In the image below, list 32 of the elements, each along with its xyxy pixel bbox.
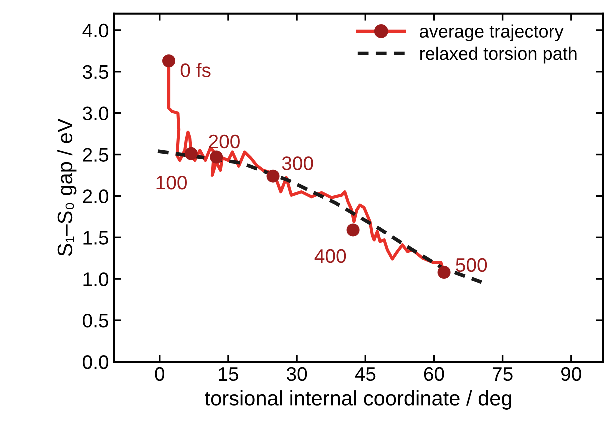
annotation: 100	[156, 176, 187, 190]
annotation: 300	[282, 156, 314, 170]
point	[266, 170, 280, 183]
y-tick-label: 4.0	[82, 24, 109, 38]
x-tick-label: 60	[424, 367, 444, 382]
annotation: 400	[314, 249, 346, 264]
point	[346, 224, 360, 237]
x-axis-title: torsional internal coordinate / deg	[205, 390, 512, 410]
y-tick-label: 3.5	[83, 65, 108, 80]
annotation: 0 fs	[180, 63, 211, 78]
legend-label: relaxed torsion path	[420, 46, 577, 64]
point	[210, 150, 224, 164]
x-tick-label: 0	[155, 367, 165, 382]
point	[162, 54, 176, 68]
x-tick-label: 30	[286, 367, 308, 382]
y-tick-label: 0.0	[83, 355, 109, 370]
x-tick-label: 15	[219, 368, 238, 382]
x-tick-label: 45	[355, 368, 376, 382]
y-axis-title: S₁–S₀ gap / eV	[57, 118, 77, 256]
x-tick-label: 90	[561, 367, 582, 382]
y-tick-label: 1.0	[84, 272, 109, 286]
x-tick-label: 75	[492, 368, 513, 382]
y-tick-label: 1.5	[84, 231, 108, 245]
annotation: 200	[209, 134, 240, 149]
y-tick-label: 0.5	[83, 314, 108, 328]
y-tick-label: 2.5	[83, 148, 108, 162]
legend-label: average trajectory	[420, 24, 564, 42]
point	[184, 147, 198, 160]
point	[438, 266, 451, 279]
annotation: 500	[456, 258, 488, 272]
y-tick-label: 3.0	[83, 106, 109, 121]
y-tick-label: 2.0	[83, 190, 109, 204]
